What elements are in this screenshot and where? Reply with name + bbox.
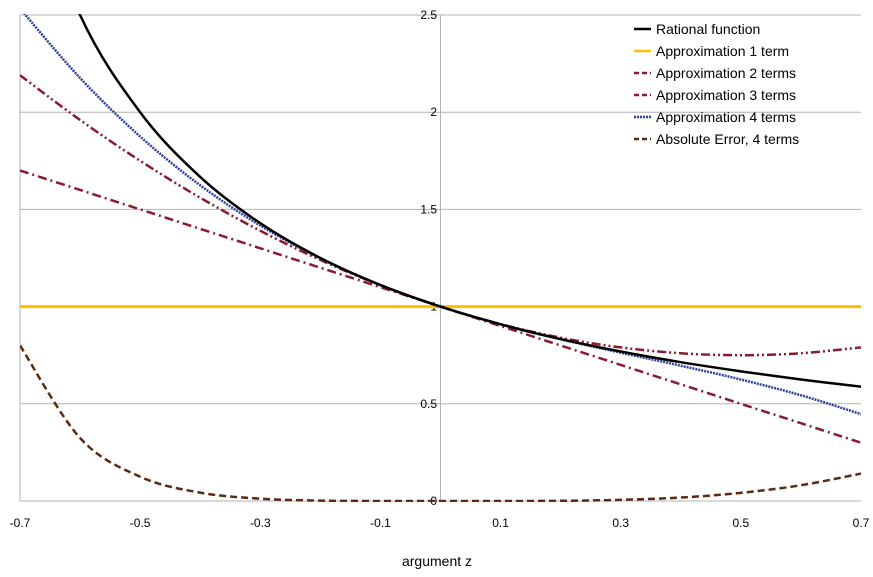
x-tick-label: 0.7 xyxy=(853,516,870,530)
legend-label: Approximation 4 terms xyxy=(656,109,796,125)
x-axis-ticks: -0.7 -0.5 -0.3 -0.1 0.1 0.3 0.5 0.7 xyxy=(10,516,870,530)
series-line-0 xyxy=(78,14,861,388)
x-tick-label: 0.3 xyxy=(612,516,629,530)
legend-label: Absolute Error, 4 terms xyxy=(656,131,799,147)
x-tick-label: -0.1 xyxy=(370,516,391,530)
x-tick-label: -0.7 xyxy=(10,516,31,530)
x-tick-label: -0.5 xyxy=(130,516,151,530)
y-tick-label: 0.5 xyxy=(420,397,437,411)
x-tick-label: 0.5 xyxy=(733,516,750,530)
x-axis-label: argument z xyxy=(402,553,472,569)
x-tick-label: -0.3 xyxy=(250,516,271,530)
y-axis-ticks: 00.511.522.5 xyxy=(420,8,437,508)
y-tick-label: 2 xyxy=(430,105,437,119)
legend-label: Approximation 3 terms xyxy=(656,87,796,103)
x-tick-label: 0.1 xyxy=(492,516,509,530)
series-lines xyxy=(20,14,861,502)
y-tick-label: 2.5 xyxy=(420,8,437,22)
legend-label: Approximation 2 terms xyxy=(656,65,796,81)
y-tick-label: 1.5 xyxy=(420,202,437,216)
legend-label: Approximation 1 term xyxy=(656,43,789,59)
series-line-5 xyxy=(20,344,861,502)
legend: Rational function Approximation 1 term App… xyxy=(634,21,799,147)
legend-label: Rational function xyxy=(656,21,760,37)
